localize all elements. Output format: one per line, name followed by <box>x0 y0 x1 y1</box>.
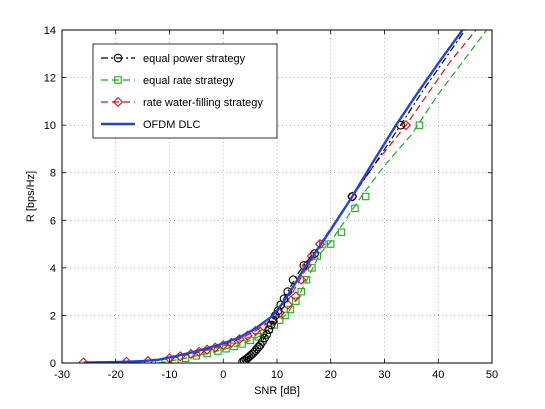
data-point <box>290 291 301 302</box>
data-point <box>292 297 300 305</box>
y-tick-label: 8 <box>50 168 56 180</box>
legend-box <box>92 43 278 139</box>
data-point <box>400 119 412 131</box>
y-tick-label: 6 <box>50 215 56 227</box>
data-point <box>361 192 370 201</box>
y-tick-label: 4 <box>50 263 56 275</box>
x-tick-label: 0 <box>220 369 226 381</box>
legend-marker <box>113 53 123 63</box>
data-point <box>347 192 357 201</box>
data-point <box>351 204 359 213</box>
legend-label: rate water-filling strategy <box>143 97 263 109</box>
legend-label: equal power strategy <box>143 53 246 65</box>
y-tick-label: 14 <box>44 25 56 37</box>
series-ofdm-dlc <box>83 30 464 363</box>
x-tick-label: -30 <box>54 369 70 381</box>
y-tick-label: 2 <box>50 310 56 322</box>
x-tick-label: 50 <box>486 369 498 381</box>
x-tick-label: 10 <box>271 369 283 381</box>
legend-item: equal power strategy <box>101 53 246 65</box>
legend-label: OFDM DLC <box>143 119 201 131</box>
series-line <box>83 30 464 363</box>
legend-item: equal rate strategy <box>101 75 235 87</box>
legend: equal power strategy equal rate strategy r… <box>92 43 278 139</box>
x-tick-label: 30 <box>378 369 390 381</box>
y-tick-label: 10 <box>44 120 56 132</box>
data-point <box>78 357 89 363</box>
legend-item: rate water-filling strategy <box>101 96 263 109</box>
data-point <box>301 260 312 271</box>
data-point <box>302 275 311 284</box>
y-tick-label: 12 <box>44 73 56 85</box>
x-tick-label: 20 <box>325 369 337 381</box>
data-point <box>121 356 132 363</box>
data-point <box>264 325 274 335</box>
legend-marker <box>114 76 122 84</box>
series-equal-rate-strategy <box>155 30 488 363</box>
data-point <box>326 240 335 248</box>
x-axis-label: SNR [dB] <box>254 385 300 397</box>
data-point <box>415 121 424 129</box>
legend-item: OFDM DLC <box>101 119 201 131</box>
ticks: -30 -20 -10 0 10 20 30 40 50 0 2 4 6 8 10 12 14 <box>44 25 498 381</box>
x-tick-label: -20 <box>108 369 124 381</box>
data-point <box>262 330 272 339</box>
y-tick-label: 0 <box>50 358 56 370</box>
legend-marker <box>112 96 124 108</box>
y-axis-label: R [bps/Hz] <box>25 171 37 222</box>
data-point <box>265 325 273 334</box>
series-layer <box>78 30 488 363</box>
data-point <box>347 191 358 202</box>
data-point <box>266 320 276 330</box>
data-point <box>310 249 319 258</box>
data-point <box>297 287 305 296</box>
data-point <box>337 228 346 236</box>
legend-label: equal rate strategy <box>143 75 235 87</box>
x-tick-label: 40 <box>432 369 444 381</box>
x-tick-label: -10 <box>162 369 178 381</box>
